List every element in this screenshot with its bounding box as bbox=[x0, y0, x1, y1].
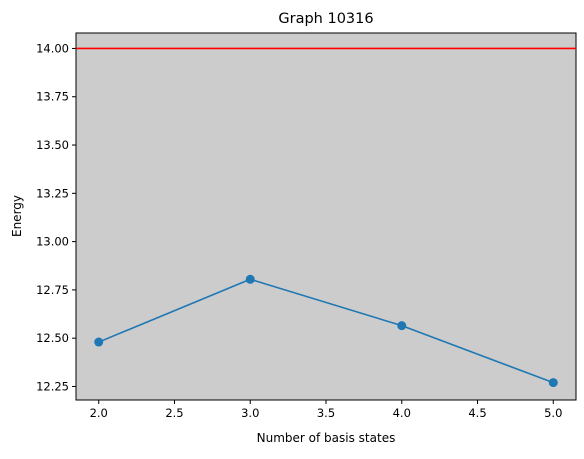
y-tick-label: 12.50 bbox=[36, 331, 69, 345]
y-tick-label: 14.00 bbox=[36, 41, 69, 55]
series-line bbox=[98, 278, 554, 384]
y-tick-label: 13.00 bbox=[36, 235, 69, 249]
data-point bbox=[548, 378, 558, 388]
y-tick-label: 12.25 bbox=[36, 379, 69, 393]
x-tick-label: 4.5 bbox=[468, 406, 486, 420]
x-tick-label: 3.5 bbox=[317, 406, 335, 420]
data-point bbox=[397, 321, 407, 331]
x-axis-label: Number of basis states bbox=[257, 431, 396, 445]
plot-area bbox=[75, 32, 577, 401]
data-point bbox=[94, 337, 104, 347]
x-tick-label: 2.0 bbox=[90, 406, 108, 420]
y-tick-label: 13.50 bbox=[36, 138, 69, 152]
x-tick-label: 2.5 bbox=[165, 406, 183, 420]
y-axis-label: Energy bbox=[10, 195, 24, 237]
y-tick-label: 13.75 bbox=[36, 90, 69, 104]
x-tick-label: 3.0 bbox=[241, 406, 259, 420]
x-tick-label: 5.0 bbox=[544, 406, 562, 420]
y-tick-label: 13.25 bbox=[36, 186, 69, 200]
data-point bbox=[245, 274, 255, 284]
x-tick-label: 4.0 bbox=[393, 406, 411, 420]
chart-title: Graph 10316 bbox=[278, 11, 373, 27]
y-tick-label: 12.75 bbox=[36, 283, 69, 297]
